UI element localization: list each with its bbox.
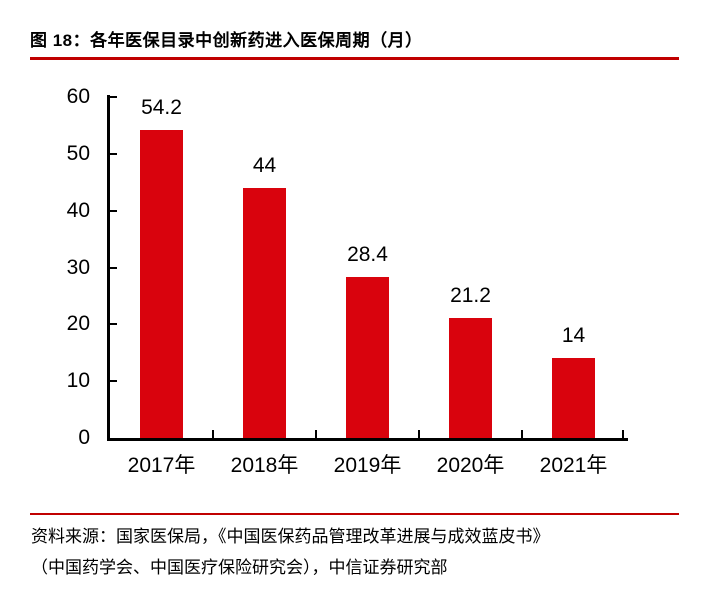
y-axis-label-50: 50 [66, 141, 90, 165]
bar-2021 [552, 358, 595, 438]
y-axis-label-30: 30 [66, 255, 90, 279]
x-axis-label-2017: 2017年 [127, 454, 196, 477]
y-axis-label-0: 0 [78, 426, 90, 449]
source-line-2: （中国药学会、中国医疗保险研究会），中信证券研究部 [31, 558, 448, 577]
source-divider [30, 513, 679, 515]
y-axis-tick [110, 323, 117, 326]
x-axis-label-2019: 2019年 [333, 454, 402, 477]
x-axis-tick [521, 430, 523, 438]
bar-2019 [346, 276, 389, 438]
bar-2017 [140, 129, 183, 438]
bar-value-label-2018: 44 [252, 153, 277, 177]
y-axis-label-60: 60 [66, 85, 90, 108]
source-line-1: 资料来源：国家医保局，《中国医保药品管理改革进展与成效蓝皮书》 [31, 527, 550, 546]
x-axis-label-2021: 2021年 [539, 454, 608, 477]
x-axis-tick [622, 430, 624, 438]
x-axis-tick [212, 430, 214, 438]
plot-area: 54.2 44 28.4 21.2 14 [110, 95, 625, 438]
bar-value-label-2021: 14 [561, 324, 586, 348]
x-axis-label-2018: 2018年 [230, 454, 299, 477]
x-axis-tick [418, 430, 420, 438]
y-axis-tick [110, 380, 117, 383]
y-axis-tick [110, 209, 117, 212]
x-axis-tick [315, 430, 317, 438]
y-axis-tick [110, 96, 117, 98]
bar-value-label-2017: 54.2 [141, 95, 182, 119]
y-axis-label-10: 10 [66, 369, 90, 393]
bar-2020 [449, 317, 492, 438]
bar-2018 [243, 187, 286, 438]
y-axis-line [107, 95, 110, 441]
figure-title: 图 18：各年医保目录中创新药进入医保周期（月） [30, 31, 423, 50]
y-axis-label-20: 20 [66, 312, 90, 336]
bar-value-label-2020: 21.2 [450, 283, 491, 307]
x-axis-label-2020: 2020年 [436, 454, 505, 477]
source-text: 资料来源：国家医保局，《中国医保药品管理改革进展与成效蓝皮书》 （中国药学会、中… [31, 521, 691, 583]
x-axis-line [107, 438, 628, 441]
bar-value-label-2019: 28.4 [347, 242, 388, 266]
y-axis-label-40: 40 [66, 198, 90, 222]
x-axis-labels: 2017年 2018年 2019年 2020年 2021年 [110, 454, 625, 480]
y-axis-tick [110, 266, 117, 269]
y-axis-tick [110, 152, 117, 155]
title-underline [30, 57, 679, 60]
